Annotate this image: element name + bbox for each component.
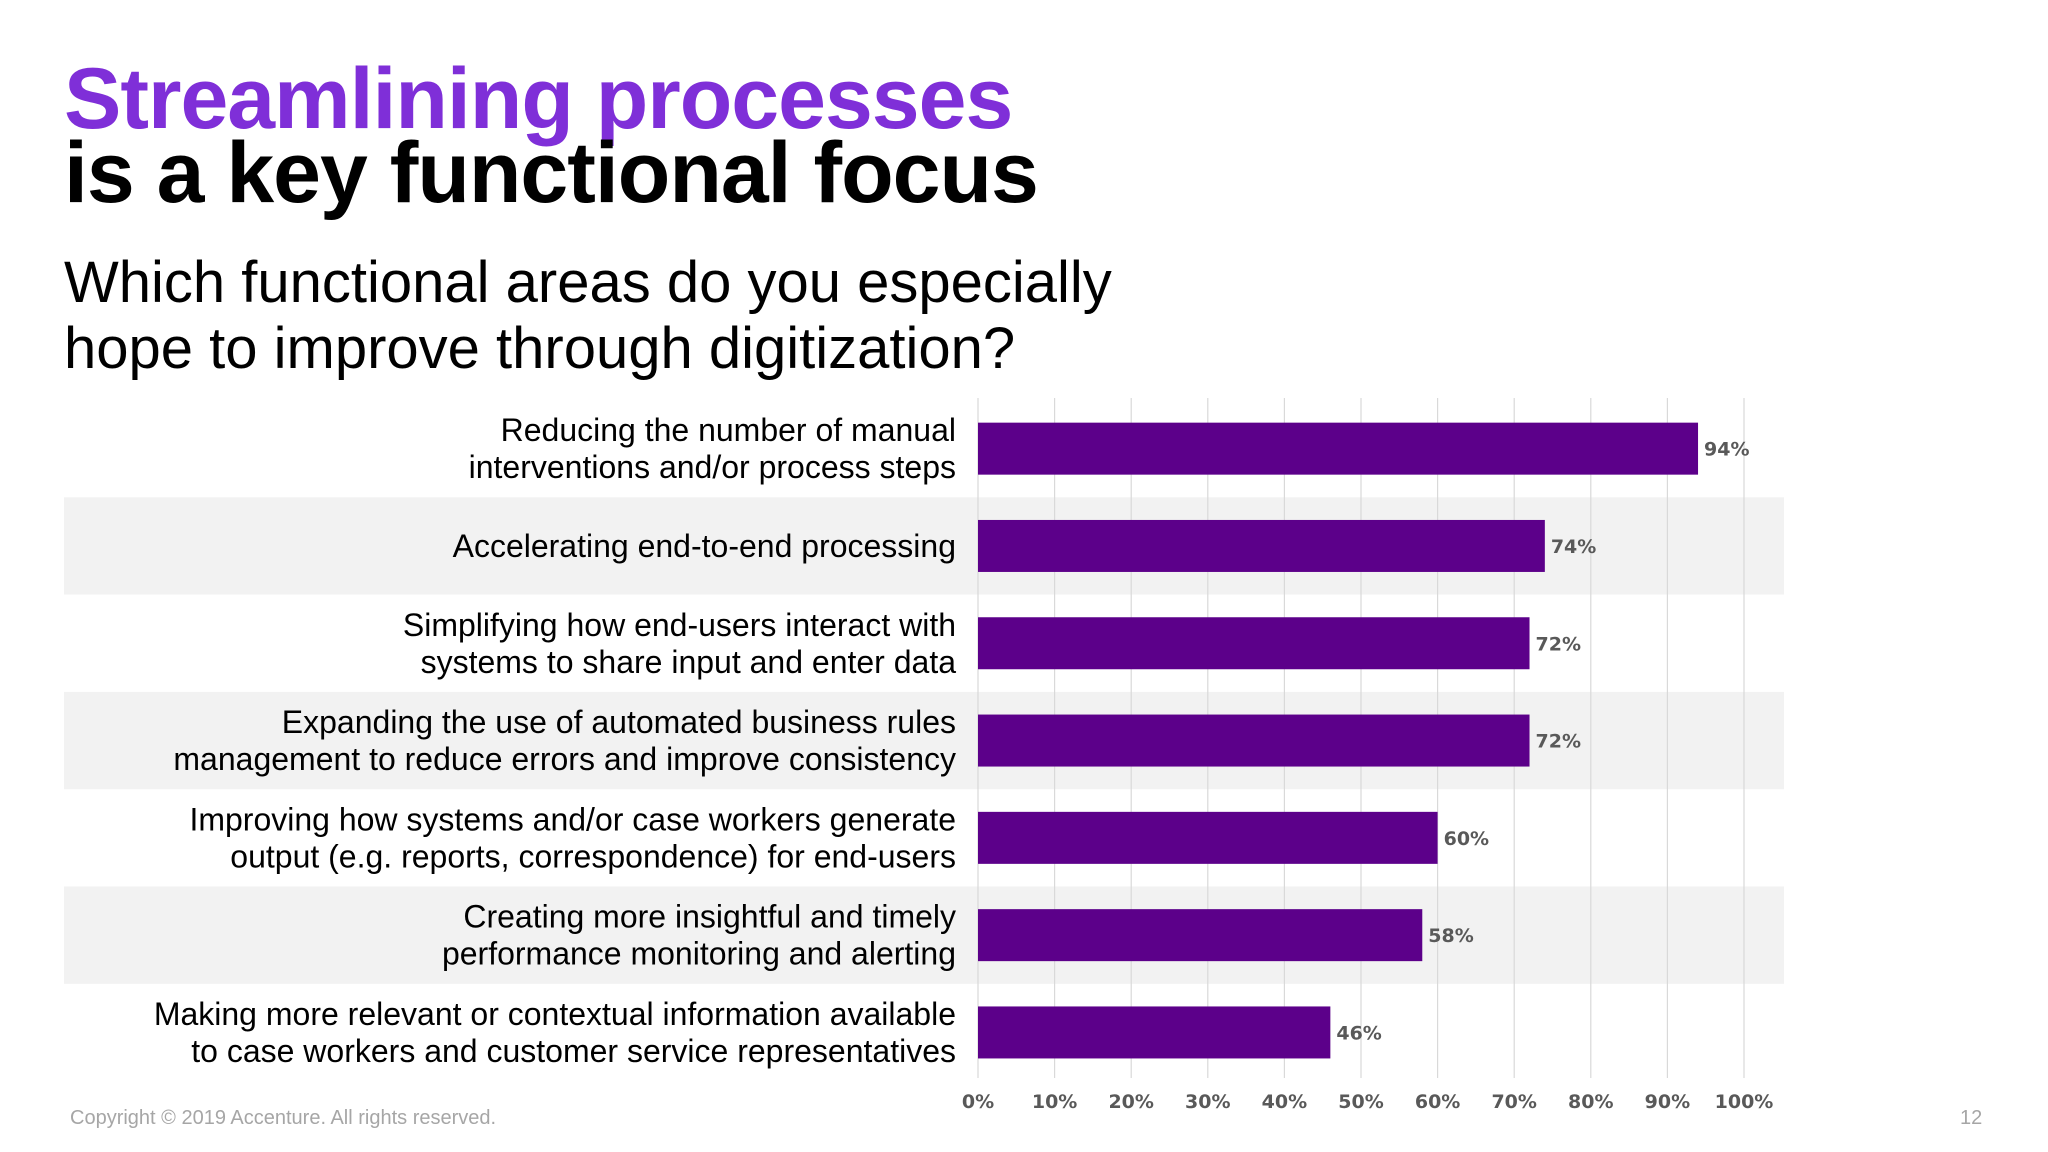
x-tick-label: 0% (962, 1091, 994, 1113)
data-label: 58% (1428, 925, 1473, 947)
category-label: Reducing the number of manual (501, 412, 956, 448)
category-label: performance monitoring and alerting (442, 936, 956, 972)
bar (978, 1006, 1331, 1059)
data-label: 72% (1536, 633, 1581, 655)
x-tick-label: 10% (1032, 1091, 1077, 1113)
x-tick-label: 100% (1715, 1091, 1774, 1113)
x-tick-label: 20% (1108, 1091, 1153, 1113)
bar (978, 422, 1699, 475)
category-label: output (e.g. reports, correspondence) fo… (230, 838, 956, 874)
row-band (64, 886, 1784, 984)
x-tick-label: 90% (1645, 1091, 1690, 1113)
category-label: to case workers and customer service rep… (191, 1033, 956, 1069)
bar (978, 617, 1530, 670)
question-line-2: hope to improve through digitization? (64, 316, 1016, 381)
category-label: Expanding the use of automated business … (282, 704, 956, 740)
data-label: 74% (1551, 536, 1596, 558)
x-tick-label: 30% (1185, 1091, 1230, 1113)
data-label: 46% (1336, 1022, 1381, 1044)
category-label: management to reduce errors and improve … (173, 741, 956, 777)
copyright-text: Copyright © 2019 Accenture. All rights r… (70, 1107, 497, 1129)
title-line-1: Streamlining processes (64, 51, 1013, 147)
bar (978, 909, 1423, 962)
data-label: 94% (1704, 439, 1749, 461)
data-label: 60% (1444, 828, 1489, 850)
category-label: systems to share input and enter data (421, 644, 957, 680)
question-line-1: Which functional areas do you especially (64, 250, 1112, 315)
bar (978, 811, 1438, 864)
category-label: interventions and/or process steps (469, 449, 956, 485)
title-line-2: is a key functional focus (64, 125, 1039, 221)
x-tick-label: 40% (1262, 1091, 1307, 1113)
x-tick-label: 80% (1568, 1091, 1613, 1113)
question: Which functional areas do you especially… (64, 250, 1112, 382)
x-tick-label: 60% (1415, 1091, 1460, 1113)
x-tick-label: 50% (1338, 1091, 1383, 1113)
page-number: 12 (1960, 1107, 1983, 1129)
x-tick-label: 70% (1491, 1091, 1536, 1113)
bar (978, 714, 1530, 767)
category-label: Creating more insightful and timely (463, 899, 956, 935)
category-label: Accelerating end-to-end processing (453, 528, 956, 564)
data-label: 72% (1536, 731, 1581, 753)
bar (978, 519, 1545, 572)
category-label: Improving how systems and/or case worker… (189, 801, 956, 837)
category-label: Simplifying how end-users interact with (403, 607, 956, 643)
category-label: Making more relevant or contextual infor… (154, 996, 956, 1032)
